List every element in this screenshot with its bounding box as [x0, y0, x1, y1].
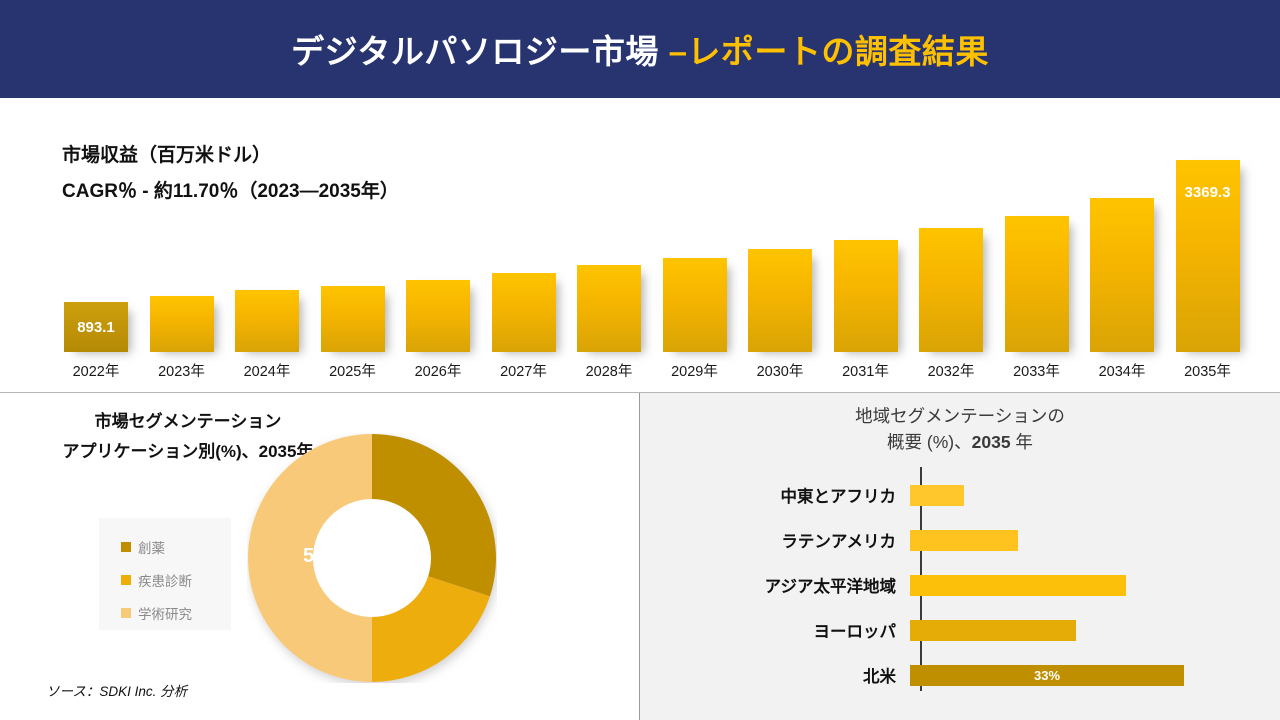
vertical-divider — [639, 393, 640, 720]
region-category-label: ラテンアメリカ — [781, 533, 896, 551]
application-legend: 創薬疾患診断学術研究 — [99, 518, 231, 630]
regional-segmentation-panel: 地域セグメンテーションの 概要 (%)、2035 年 中東とアフリカ ラテンアメリ… — [640, 393, 1280, 720]
application-donut-chart: 50% — [247, 433, 497, 683]
column-bar — [491, 272, 556, 352]
column-bar-group: 2034年 — [1090, 118, 1154, 380]
column-bar — [1004, 215, 1069, 352]
column-x-axis-label: 2034年 — [1098, 364, 1146, 380]
application-title-line-2: アプリケーション別(%)、2035年 — [62, 442, 314, 461]
region-bar-value-label: 33% — [1033, 667, 1061, 683]
page-title: デジタルパソロジー市場 –レポートの調査結果 — [291, 25, 989, 73]
legend-item-label: 疾患診断 — [138, 573, 192, 589]
column-bar — [919, 228, 983, 352]
region-bar-row: 北米 33% — [640, 653, 1280, 697]
column-bar — [577, 265, 641, 352]
region-bar-row: ヨーロッパ — [640, 608, 1280, 652]
column-bar-group: 2029年 — [662, 118, 727, 380]
legend-item[interactable]: 疾患診断 — [121, 563, 231, 596]
region-category-label: アジア太平洋地域 — [764, 578, 896, 596]
column-bar — [406, 279, 470, 352]
market-revenue-chart-panel: 市場収益（百万米ドル） CAGR％ - 約11.70％（2023―2035年） … — [0, 98, 1280, 392]
column-bar-group: 2033年 — [1004, 118, 1069, 380]
horizontal-divider — [0, 392, 1280, 393]
region-category-label: 中東とアフリカ — [780, 488, 897, 506]
region-bar — [910, 574, 1126, 596]
column-bar-group: 2024年 — [235, 118, 299, 380]
region-category-label: 北米 — [863, 668, 896, 686]
column-bar-group: 2025年 — [320, 118, 385, 380]
donut-slice[interactable] — [248, 434, 372, 682]
application-title-line-1: 市場セグメンテーション — [94, 412, 282, 431]
column-bar — [662, 258, 727, 352]
application-segmentation-title: 市場セグメンテーション アプリケーション別(%)、2035年 — [38, 407, 338, 467]
column-x-axis-label: 2026年 — [414, 364, 462, 380]
column-x-axis-label: 2024年 — [243, 364, 291, 380]
region-bar-row: 中東とアフリカ — [640, 473, 1280, 517]
region-bar: 33% — [910, 664, 1184, 686]
legend-swatch-icon — [121, 541, 131, 552]
legend-swatch-icon — [121, 574, 131, 585]
application-segmentation-panel: 市場セグメンテーション アプリケーション別(%)、2035年 創薬疾患診断学術研… — [0, 393, 639, 720]
column-x-axis-label: 2033年 — [1013, 364, 1060, 380]
region-bar-row: ラテンアメリカ — [640, 518, 1280, 562]
donut-svg — [248, 434, 496, 682]
market-revenue-caption-line-2: CAGR％ - 約11.70％（2023―2035年） — [62, 181, 399, 202]
column-x-axis-label: 2028年 — [585, 364, 633, 380]
regional-title-line-2: 概要 (%)、2035 年 — [640, 429, 1280, 455]
donut-hole — [313, 499, 431, 617]
regional-title-year: 2035 — [971, 432, 1011, 452]
column-bar-group: 2023年 — [149, 118, 214, 380]
column-bar-group: 2026年 — [406, 118, 470, 380]
column-bar — [833, 239, 898, 352]
column-bar — [320, 285, 385, 352]
page-title-main: デジタルパソロジー市場 — [291, 33, 659, 70]
column-bar: 3369.3 — [1175, 160, 1240, 352]
regional-title-line-1: 地域セグメンテーションの — [855, 406, 1065, 426]
legend-swatch-icon — [121, 607, 131, 618]
donut-slice-label-academic: 50% — [303, 545, 344, 567]
legend-item-label: 学術研究 — [138, 606, 192, 622]
market-revenue-column-plot: 893.1 2022年 2023年 2024年 2025年 2026年 2027年 2028年… — [48, 118, 1240, 380]
column-x-axis-label: 2032年 — [927, 364, 975, 380]
header-banner: デジタルパソロジー市場 –レポートの調査結果 — [0, 0, 1280, 98]
column-x-axis-label: 2022年 — [72, 364, 120, 380]
column-x-axis-label: 2025年 — [329, 364, 376, 380]
column-x-axis-label: 2035年 — [1184, 364, 1231, 380]
column-x-axis-label: 2027年 — [500, 364, 547, 380]
legend-item[interactable]: 創薬 — [121, 530, 231, 563]
column-bar — [748, 248, 812, 352]
column-bar-group: 893.1 2022年 — [64, 118, 128, 380]
regional-title-prefix: 概要 (%)、 — [887, 432, 972, 452]
column-bar — [149, 295, 214, 352]
column-x-axis-label: 2030年 — [756, 364, 804, 380]
column-x-axis-label: 2029年 — [671, 364, 718, 380]
region-bar — [910, 484, 964, 506]
region-bar — [910, 529, 1018, 551]
column-bar-group: 3369.3 2035年 — [1175, 118, 1240, 380]
column-bar-group: 2027年 — [491, 118, 556, 380]
column-x-axis-label: 2031年 — [842, 364, 889, 380]
column-bar — [235, 290, 299, 352]
legend-item[interactable]: 学術研究 — [121, 596, 231, 629]
region-bar — [910, 619, 1077, 641]
page-title-accent: –レポートの調査結果 — [658, 33, 989, 70]
column-bar-group: 2032年 — [919, 118, 983, 380]
column-bar-value-label: 893.1 — [77, 319, 115, 336]
region-bar-row: アジア太平洋地域 — [640, 563, 1280, 607]
regional-title-suffix: 年 — [1010, 432, 1033, 452]
column-bar: 893.1 — [64, 302, 128, 352]
region-category-label: ヨーロッパ — [813, 623, 897, 641]
column-bar-value-label: 3369.3 — [1184, 184, 1231, 201]
legend-item-label: 創薬 — [138, 540, 165, 556]
regional-segmentation-title: 地域セグメンテーションの 概要 (%)、2035 年 — [640, 403, 1280, 455]
column-bar-group: 2030年 — [748, 118, 812, 380]
market-revenue-caption-line-1: 市場収益（百万米ドル） — [62, 145, 272, 166]
column-bar — [1090, 198, 1154, 352]
column-x-axis-label: 2023年 — [158, 364, 205, 380]
regional-bar-plot: 中東とアフリカ ラテンアメリカアジア太平洋地域ヨーロッパ北米 33% — [640, 459, 1280, 699]
column-bar-group: 2031年 — [833, 118, 898, 380]
source-note: ソース：SDKI Inc. 分析 — [46, 684, 188, 699]
column-bar-group: 2028年 — [577, 118, 641, 380]
market-revenue-caption: 市場収益（百万米ドル） CAGR％ - 約11.70％（2023―2035年） — [62, 138, 399, 210]
